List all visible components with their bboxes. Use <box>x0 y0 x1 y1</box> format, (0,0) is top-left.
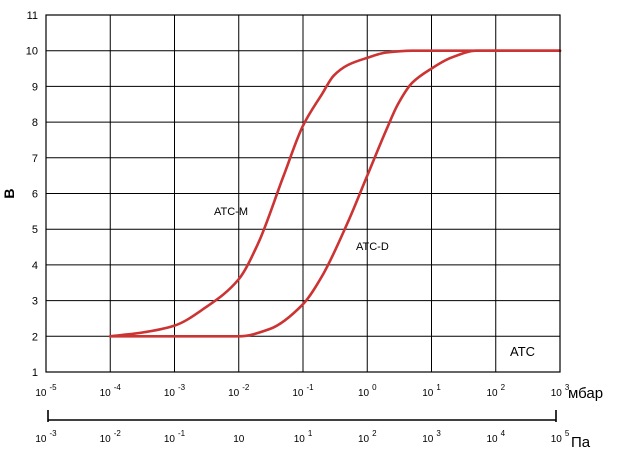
series-label-atc-d: ATC-D <box>356 241 389 253</box>
x-tick-label-mbar: 10-4 <box>100 383 122 399</box>
x-tick-label-mbar: 10-5 <box>35 383 57 399</box>
x-tick-label-mbar: 10-1 <box>292 383 314 399</box>
x-axis-label-pa: Па <box>571 434 591 451</box>
x-tick-label-pa: 102 <box>358 429 377 445</box>
x-tick-label-mbar: 103 <box>551 383 570 399</box>
x-tick-label-mbar: 10-3 <box>164 383 186 399</box>
y-axis-label: В <box>1 188 17 198</box>
y-tick-label: 1 <box>32 367 38 379</box>
series-label-atc-m: ATC-M <box>214 206 248 218</box>
x-tick-label-mbar: 100 <box>358 383 377 399</box>
x-tick-label-pa: 103 <box>422 429 441 445</box>
x-axis-label-mbar: мбар <box>568 385 603 402</box>
plot-frame <box>45 14 561 373</box>
y-tick-label: 9 <box>32 81 38 93</box>
grid-layer <box>45 14 561 373</box>
pa-axis: 10-3 10-2 10-1 10 101 102 103 104 105 <box>35 410 570 445</box>
x-tick-label-pa: 104 <box>486 429 505 445</box>
y-tick-label: 7 <box>32 153 38 165</box>
x-tick-labels-mbar: 10-5 10-4 10-3 10-2 10-1 100 101 102 103 <box>35 383 569 399</box>
x-tick-label-mbar: 10-2 <box>228 383 250 399</box>
x-tick-label-pa: 10-3 <box>35 429 57 445</box>
y-tick-labels: 1 2 3 4 5 6 7 8 9 10 11 <box>26 10 38 379</box>
y-tick-label: 3 <box>32 296 38 308</box>
x-tick-label-mbar: 102 <box>486 383 505 399</box>
series-line-atc-d <box>108 49 562 338</box>
curves-layer <box>108 49 562 338</box>
x-tick-label-mbar: 101 <box>422 383 441 399</box>
chart-tag-atc: ATC <box>510 344 535 359</box>
x-tick-label-pa: 10 <box>233 434 245 445</box>
x-tick-label-pa: 101 <box>294 429 313 445</box>
x-tick-label-pa: 10-2 <box>100 429 122 445</box>
y-tick-label: 4 <box>32 260 38 272</box>
y-tick-label: 11 <box>27 10 38 22</box>
x-tick-label-pa: 10-1 <box>164 429 186 445</box>
y-tick-label: 2 <box>32 331 38 343</box>
x-tick-label-pa: 105 <box>551 429 570 445</box>
y-tick-label: 8 <box>32 117 38 129</box>
y-tick-label: 6 <box>32 189 38 201</box>
series-line-atc-m <box>108 49 562 338</box>
y-tick-label: 10 <box>26 46 38 58</box>
y-tick-label: 5 <box>32 224 38 236</box>
